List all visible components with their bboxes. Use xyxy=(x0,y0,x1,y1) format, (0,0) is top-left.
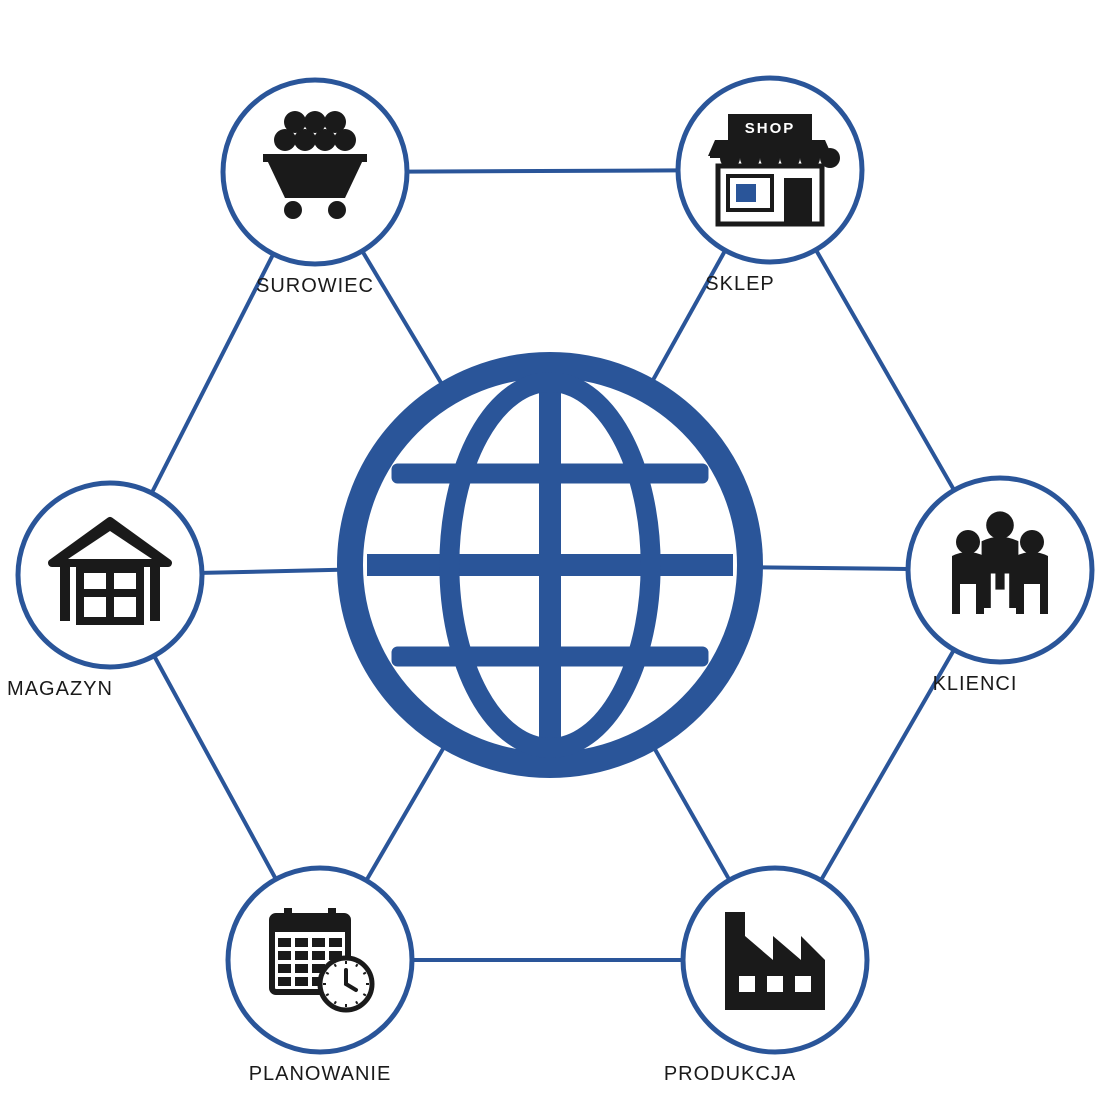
edge-center-produkcja xyxy=(649,739,729,880)
label-planowanie: PLANOWANIE xyxy=(249,1063,392,1085)
edge-surowiec-sklep xyxy=(407,170,678,171)
node-sklep: SHOP SKLEP xyxy=(678,78,862,295)
node-klienci: KLIENCI xyxy=(908,478,1092,695)
edge-center-surowiec xyxy=(362,251,447,393)
edge-planowanie-magazyn xyxy=(154,656,276,879)
globe-icon xyxy=(350,365,750,765)
network-diagram: SUROWIEC SHOP SKLEP KLIENCI PRODUKCJA PLANOWA… xyxy=(0,0,1120,1120)
svg-text:SHOP: SHOP xyxy=(745,120,796,137)
label-klienci: KLIENCI xyxy=(933,673,1018,695)
node-planowanie: PLANOWANIE xyxy=(228,868,412,1085)
node-surowiec: SUROWIEC xyxy=(223,80,407,297)
edge-center-sklep xyxy=(647,250,725,390)
edge-sklep-klienci xyxy=(816,250,954,490)
node-produkcja: PRODUKCJA xyxy=(664,868,867,1085)
label-sklep: SKLEP xyxy=(705,273,774,295)
edge-center-planowanie xyxy=(366,738,449,881)
label-produkcja: PRODUKCJA xyxy=(664,1063,796,1085)
node-magazyn: MAGAZYN xyxy=(7,483,202,700)
label-magazyn: MAGAZYN xyxy=(7,678,113,700)
edge-center-magazyn xyxy=(202,570,350,573)
edge-center-klienci xyxy=(750,567,908,569)
label-surowiec: SUROWIEC xyxy=(256,275,374,297)
